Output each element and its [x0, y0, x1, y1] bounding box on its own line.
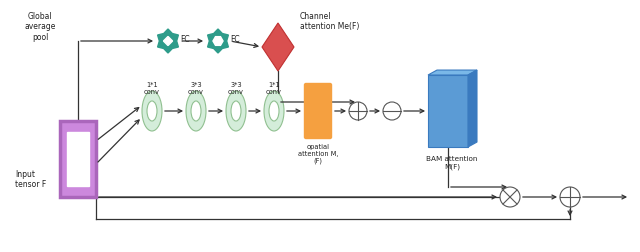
- Ellipse shape: [191, 102, 201, 121]
- FancyBboxPatch shape: [60, 121, 96, 197]
- Polygon shape: [262, 24, 294, 72]
- Ellipse shape: [186, 92, 206, 132]
- Polygon shape: [428, 71, 477, 76]
- Circle shape: [500, 187, 520, 207]
- Text: opatial
attention M,
(F): opatial attention M, (F): [298, 143, 338, 164]
- Text: Global
average
pool: Global average pool: [24, 12, 56, 42]
- Ellipse shape: [264, 92, 284, 132]
- Circle shape: [349, 103, 367, 120]
- Polygon shape: [157, 30, 179, 54]
- Text: 3*3
conv: 3*3 conv: [188, 82, 204, 94]
- Ellipse shape: [231, 102, 241, 121]
- Text: FC: FC: [180, 34, 189, 43]
- Ellipse shape: [147, 102, 157, 121]
- Polygon shape: [468, 71, 477, 147]
- FancyBboxPatch shape: [67, 132, 89, 187]
- Text: 1*1
conv: 1*1 conv: [266, 82, 282, 94]
- Circle shape: [383, 103, 401, 120]
- Circle shape: [560, 187, 580, 207]
- Polygon shape: [213, 38, 223, 46]
- Polygon shape: [428, 76, 468, 147]
- Text: Input
tensor F: Input tensor F: [15, 169, 46, 189]
- Ellipse shape: [269, 102, 279, 121]
- FancyBboxPatch shape: [305, 84, 332, 139]
- Ellipse shape: [142, 92, 162, 132]
- Polygon shape: [163, 37, 173, 46]
- Text: 1*1
conv: 1*1 conv: [144, 82, 160, 94]
- Text: 3*3
conv: 3*3 conv: [228, 82, 244, 94]
- Text: FC: FC: [230, 34, 239, 43]
- Polygon shape: [207, 30, 228, 54]
- Text: BAM attention
M(F): BAM attention M(F): [426, 155, 477, 169]
- Text: Channel
attention Me(F): Channel attention Me(F): [300, 12, 360, 31]
- Ellipse shape: [226, 92, 246, 132]
